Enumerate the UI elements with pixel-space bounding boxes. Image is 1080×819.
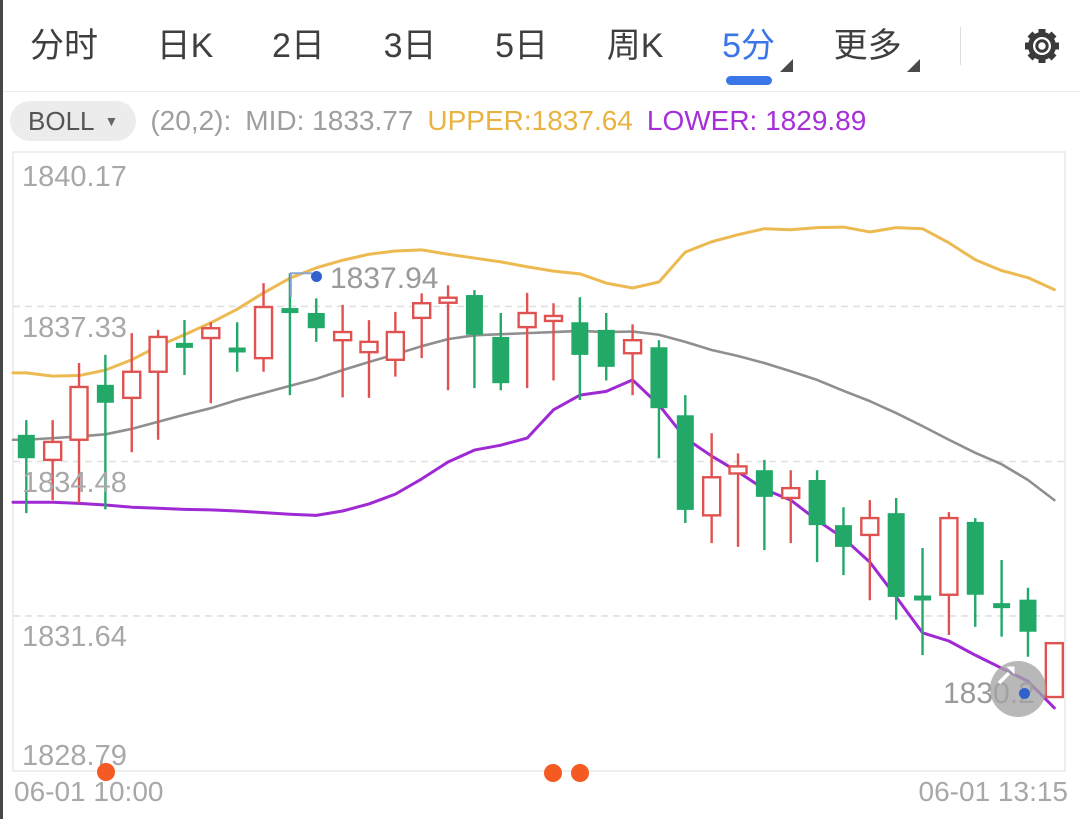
boll-selector-button[interactable]: BOLL ▼ bbox=[10, 101, 137, 141]
tab-label: 分时 bbox=[30, 26, 98, 65]
tab-daily-k[interactable]: 日K bbox=[157, 0, 214, 92]
boll-label: BOLL bbox=[28, 105, 95, 136]
toolbar-divider bbox=[960, 26, 962, 65]
period-tabbar: 分时 日K 2日 3日 5日 周K 5分 更多 bbox=[0, 0, 1080, 92]
tab-3day[interactable]: 3日 bbox=[384, 0, 437, 92]
x-axis-label-end: 06-01 13:15 bbox=[918, 776, 1068, 807]
tab-2day[interactable]: 2日 bbox=[272, 0, 325, 92]
y-axis-label: 1837.33 bbox=[22, 312, 127, 344]
dropdown-corner-icon bbox=[780, 58, 793, 72]
tab-label: 2日 bbox=[272, 26, 325, 65]
window-left-edge bbox=[0, 0, 3, 819]
caret-down-icon: ▼ bbox=[104, 113, 119, 129]
indicator-bar: BOLL ▼ (20,2): MID: 1833.77 UPPER:1837.6… bbox=[0, 92, 1080, 150]
tab-label: 日K bbox=[156, 26, 214, 65]
last-price-dot bbox=[1019, 688, 1030, 699]
tab-weekly-k[interactable]: 周K bbox=[607, 0, 664, 92]
active-tab-underline bbox=[725, 75, 772, 85]
y-axis-label: 1840.17 bbox=[22, 161, 127, 193]
event-dot bbox=[97, 763, 115, 781]
chart-canvas[interactable] bbox=[0, 150, 1080, 819]
boll-upper-value: UPPER:1837.64 bbox=[427, 105, 633, 136]
y-axis-label: 1831.64 bbox=[22, 621, 127, 653]
tab-5day[interactable]: 5日 bbox=[495, 0, 548, 92]
x-axis-label-start: 06-01 10:00 bbox=[14, 776, 164, 807]
boll-params: (20,2): bbox=[150, 105, 232, 136]
tab-label: 5分 bbox=[722, 26, 775, 65]
tab-label: 周K bbox=[606, 26, 664, 65]
candlestick-chart[interactable]: 1840.17 1837.33 1834.48 1831.64 1828.79 … bbox=[0, 150, 1080, 819]
dropdown-corner-icon bbox=[906, 58, 920, 72]
tab-fenshi[interactable]: 分时 bbox=[30, 0, 98, 92]
tab-label: 更多 bbox=[833, 26, 902, 65]
page-indicator-dot bbox=[544, 764, 562, 782]
tab-more[interactable]: 更多 bbox=[833, 0, 920, 92]
tab-label: 3日 bbox=[383, 26, 437, 65]
settings-button[interactable] bbox=[1020, 24, 1064, 68]
gear-icon bbox=[1024, 28, 1059, 63]
boll-lower-value: LOWER: 1829.89 bbox=[646, 105, 867, 136]
high-marker-dot bbox=[311, 271, 322, 282]
tab-label: 5日 bbox=[495, 26, 549, 65]
boll-mid-value: MID: 1833.77 bbox=[245, 105, 414, 136]
expand-arrow-icon bbox=[997, 666, 1015, 685]
page-indicator-dot bbox=[571, 764, 589, 782]
high-price-annotation: 1837.94 bbox=[330, 262, 439, 295]
y-axis-label: 1834.48 bbox=[22, 467, 127, 499]
tab-5min-selected[interactable]: 5分 bbox=[722, 0, 793, 92]
expand-chart-button[interactable] bbox=[990, 661, 1046, 717]
